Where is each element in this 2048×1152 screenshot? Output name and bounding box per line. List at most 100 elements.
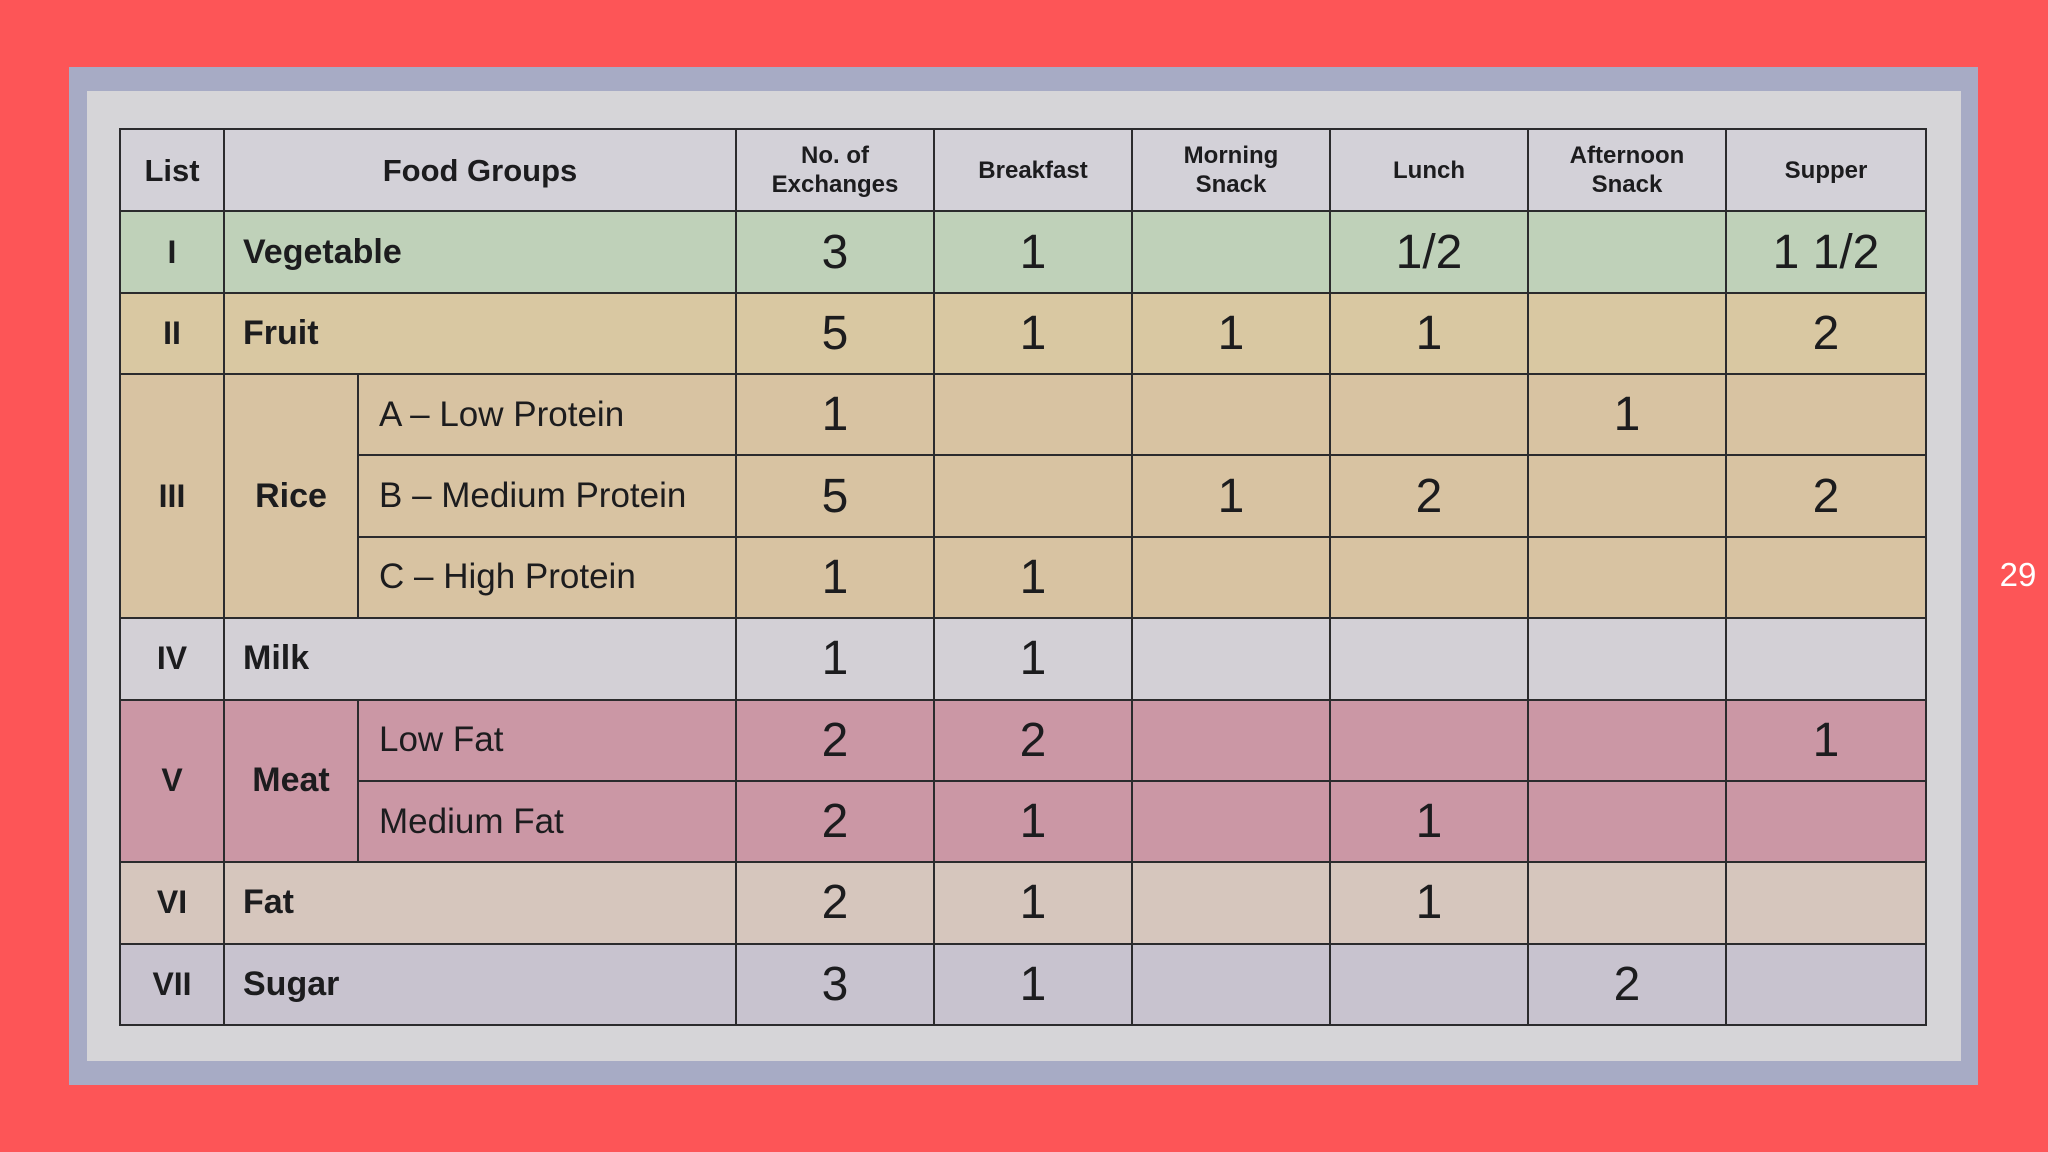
subgroup-label: Low Fat xyxy=(357,698,737,782)
morning-snack-cell xyxy=(1131,861,1331,945)
breakfast-cell: 1 xyxy=(933,291,1133,376)
list-number: VII xyxy=(119,942,225,1027)
morning-snack-cell: 1 xyxy=(1131,291,1331,376)
row-vegetable: I Vegetable 3 1 1/2 1 1/2 xyxy=(119,210,1927,294)
header-row: List Food Groups No. of Exchanges Breakf… xyxy=(119,127,1927,213)
afternoon-snack-cell xyxy=(1527,454,1727,538)
afternoon-snack-cell xyxy=(1527,210,1727,294)
exchanges-cell: 1 xyxy=(735,373,935,457)
list-number: V xyxy=(119,698,225,864)
morning-snack-cell xyxy=(1131,210,1331,294)
row-rice-b: B – Medium Protein 5 1 2 2 xyxy=(120,454,1927,538)
lunch-cell xyxy=(1329,942,1529,1027)
exchanges-cell: 3 xyxy=(735,210,935,294)
supper-cell xyxy=(1725,617,1927,701)
supper-cell xyxy=(1725,373,1927,457)
list-number: VI xyxy=(119,861,225,945)
lunch-cell xyxy=(1329,535,1529,620)
header-food-groups: Food Groups xyxy=(223,127,737,213)
exchanges-cell: 2 xyxy=(735,779,935,864)
exchanges-cell: 2 xyxy=(735,861,935,945)
header-breakfast: Breakfast xyxy=(933,127,1133,213)
subgroup-label: B – Medium Protein xyxy=(357,454,737,538)
exchanges-cell: 1 xyxy=(735,535,935,620)
lunch-cell: 1/2 xyxy=(1329,210,1529,294)
breakfast-cell: 1 xyxy=(933,779,1133,864)
subgroup-label: A – Low Protein xyxy=(357,373,737,457)
breakfast-cell: 1 xyxy=(933,210,1133,294)
afternoon-snack-cell xyxy=(1527,291,1727,376)
morning-snack-cell xyxy=(1131,779,1331,864)
food-group-label: Milk xyxy=(223,617,737,701)
row-milk: IV Milk 1 1 xyxy=(119,617,1927,701)
page-number: 29 xyxy=(1999,556,2037,593)
breakfast-cell: 1 xyxy=(933,535,1133,620)
afternoon-snack-cell xyxy=(1527,535,1727,620)
food-group-label: Sugar xyxy=(223,942,737,1027)
header-supper: Supper xyxy=(1725,127,1927,213)
food-exchange-table: List Food Groups No. of Exchanges Breakf… xyxy=(119,127,1927,1027)
header-list: List xyxy=(119,127,225,213)
food-group-label: Meat xyxy=(223,698,359,864)
list-number: II xyxy=(119,291,225,376)
list-number: I xyxy=(119,210,225,294)
afternoon-snack-cell xyxy=(1527,617,1727,701)
supper-cell xyxy=(1725,779,1927,864)
afternoon-snack-cell xyxy=(1527,698,1727,782)
supper-cell xyxy=(1725,535,1927,620)
morning-snack-cell xyxy=(1131,698,1331,782)
exchanges-cell: 1 xyxy=(735,617,935,701)
afternoon-snack-cell xyxy=(1527,861,1727,945)
header-afternoon-snack: Afternoon Snack xyxy=(1527,127,1727,213)
lunch-cell xyxy=(1329,698,1529,782)
exchanges-cell: 5 xyxy=(735,291,935,376)
supper-cell: 2 xyxy=(1725,291,1927,376)
food-group-label: Rice xyxy=(223,373,359,620)
morning-snack-cell xyxy=(1131,373,1331,457)
morning-snack-cell xyxy=(1131,617,1331,701)
food-group-label: Fruit xyxy=(223,291,737,376)
breakfast-cell xyxy=(933,454,1133,538)
row-fruit: II Fruit 5 1 1 1 2 xyxy=(119,291,1927,376)
supper-cell xyxy=(1725,942,1927,1027)
exchanges-cell: 3 xyxy=(735,942,935,1027)
breakfast-cell: 1 xyxy=(933,861,1133,945)
row-sugar: VII Sugar 3 1 2 xyxy=(119,942,1927,1027)
row-fat: VI Fat 2 1 1 xyxy=(119,861,1927,945)
breakfast-cell: 2 xyxy=(933,698,1133,782)
list-number: IV xyxy=(119,617,225,701)
lunch-cell xyxy=(1329,617,1529,701)
breakfast-cell xyxy=(933,373,1133,457)
row-meat-medium-fat: Medium Fat 2 1 1 xyxy=(120,779,1927,864)
supper-cell xyxy=(1725,861,1927,945)
supper-cell: 1 1/2 xyxy=(1725,210,1927,294)
header-morning-snack: Morning Snack xyxy=(1131,127,1331,213)
morning-snack-cell xyxy=(1131,535,1331,620)
header-lunch: Lunch xyxy=(1329,127,1529,213)
lunch-cell: 1 xyxy=(1329,779,1529,864)
row-rice-c: C – High Protein 1 1 xyxy=(120,535,1927,620)
header-exchanges: No. of Exchanges xyxy=(735,127,935,213)
afternoon-snack-cell: 2 xyxy=(1527,942,1727,1027)
exchange-table-container: List Food Groups No. of Exchanges Breakf… xyxy=(119,127,1927,1027)
lunch-cell: 1 xyxy=(1329,861,1529,945)
list-number: III xyxy=(119,373,225,620)
morning-snack-cell xyxy=(1131,942,1331,1027)
row-meat-low-fat: V Meat Low Fat 2 2 1 xyxy=(119,698,1927,864)
breakfast-cell: 1 xyxy=(933,617,1133,701)
afternoon-snack-cell: 1 xyxy=(1527,373,1727,457)
exchanges-cell: 2 xyxy=(735,698,935,782)
supper-cell: 1 xyxy=(1725,698,1927,782)
row-rice-a: III Rice A – Low Protein 1 1 xyxy=(119,373,1927,620)
exchanges-cell: 5 xyxy=(735,454,935,538)
lunch-cell xyxy=(1329,373,1529,457)
lunch-cell: 1 xyxy=(1329,291,1529,376)
breakfast-cell: 1 xyxy=(933,942,1133,1027)
food-group-label: Fat xyxy=(223,861,737,945)
lunch-cell: 2 xyxy=(1329,454,1529,538)
supper-cell: 2 xyxy=(1725,454,1927,538)
morning-snack-cell: 1 xyxy=(1131,454,1331,538)
subgroup-label: C – High Protein xyxy=(357,535,737,620)
afternoon-snack-cell xyxy=(1527,779,1727,864)
food-group-label: Vegetable xyxy=(223,210,737,294)
